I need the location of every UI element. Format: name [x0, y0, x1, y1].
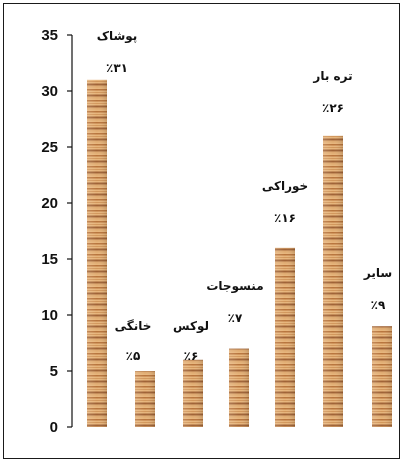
- y-tick-label: 30: [41, 83, 58, 100]
- category-label: تره بار: [312, 69, 352, 83]
- category-label: منسوجات: [206, 279, 263, 294]
- bar-shade: [183, 359, 203, 427]
- category-label: خوراکی: [262, 179, 308, 194]
- y-tick-label: 25: [41, 139, 58, 156]
- value-label: ٪۶: [184, 349, 199, 363]
- value-label: ٪۷: [228, 311, 243, 325]
- bar-shade: [323, 135, 343, 428]
- y-tick-label: 5: [50, 363, 58, 380]
- category-label: لوکس: [173, 319, 209, 334]
- value-label: ٪۱۶: [274, 211, 296, 225]
- y-tick-label: 15: [41, 251, 58, 268]
- y-tick-label: 20: [41, 195, 58, 212]
- y-tick-label: 35: [41, 27, 58, 44]
- category-label: سایر: [363, 266, 392, 280]
- bar-shade: [229, 348, 249, 427]
- bar-shade: [372, 326, 392, 427]
- value-label: ٪۳۱: [106, 61, 128, 75]
- bar-shade: [87, 79, 107, 428]
- y-tick-label: 10: [41, 307, 58, 324]
- value-label: ٪۲۶: [322, 101, 344, 115]
- category-label: پوشاک: [97, 29, 138, 44]
- value-label: ٪۵: [126, 349, 141, 363]
- bar-shade: [135, 371, 155, 427]
- bar-shade: [275, 247, 295, 427]
- value-label: ٪۹: [371, 298, 386, 312]
- category-label: خانگی: [115, 319, 152, 333]
- y-tick-label: 0: [50, 419, 58, 436]
